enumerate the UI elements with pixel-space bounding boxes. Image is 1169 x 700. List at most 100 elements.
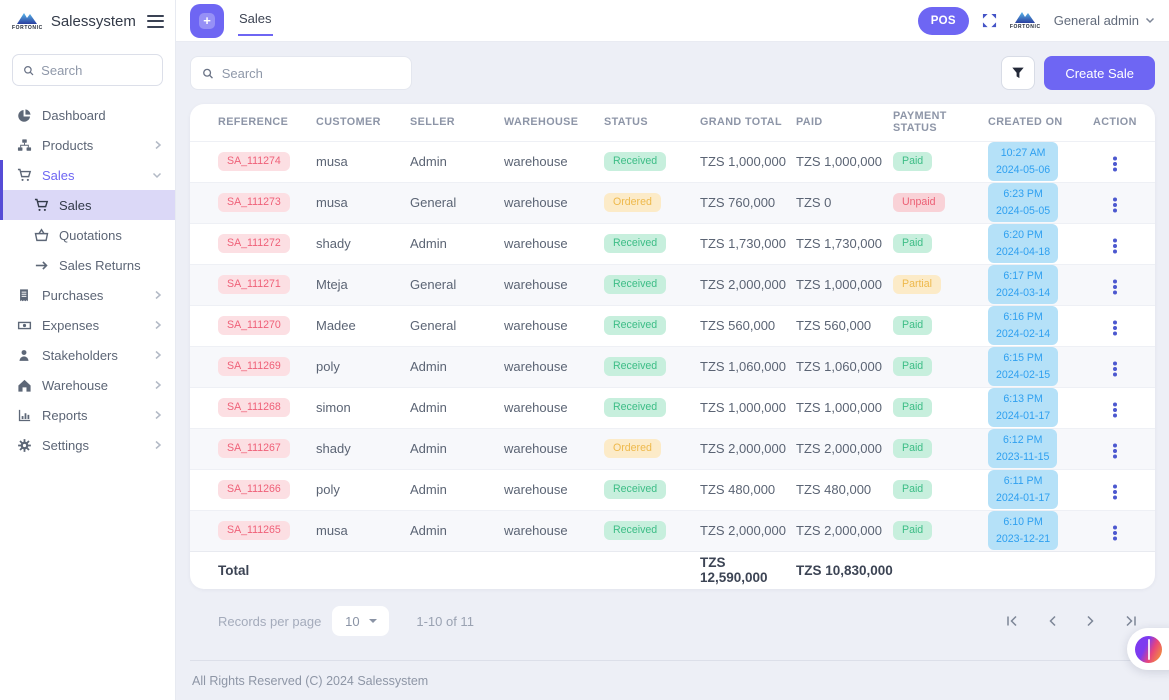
reference-badge[interactable]: SA_111274 <box>218 151 290 172</box>
chevron-right-icon <box>154 350 162 360</box>
sidebar-subitem-sales[interactable]: Sales <box>0 190 175 220</box>
chevron-right-icon <box>154 440 162 450</box>
row-actions-icon[interactable] <box>1113 449 1117 453</box>
paid-cell: TZS 1,000,000 <box>796 277 882 292</box>
first-page-icon[interactable] <box>1006 615 1019 627</box>
chevron-down-icon <box>1145 17 1155 24</box>
row-actions-icon[interactable] <box>1113 367 1117 371</box>
row-actions-icon[interactable] <box>1113 408 1117 412</box>
row-actions-icon[interactable] <box>1113 326 1117 330</box>
table-row: SA_111270 Madee General warehouse Receiv… <box>190 305 1155 346</box>
reference-badge[interactable]: SA_111265 <box>218 520 290 541</box>
row-actions-icon[interactable] <box>1113 203 1117 207</box>
app-title: Salessystem <box>50 12 136 30</box>
warehouse-cell: warehouse <box>504 523 568 538</box>
sidebar-search-input[interactable] <box>41 62 152 78</box>
sidebar-item-warehouse[interactable]: Warehouse <box>0 370 175 400</box>
seller-cell: Admin <box>410 523 447 538</box>
sidebar-item-purchases[interactable]: Purchases <box>0 280 175 310</box>
reference-badge[interactable]: SA_111269 <box>218 356 290 377</box>
user-menu[interactable]: General admin <box>1054 13 1155 28</box>
fullscreen-icon[interactable] <box>982 13 997 28</box>
row-actions-icon[interactable] <box>1113 531 1117 535</box>
status-badge: Received <box>604 479 667 500</box>
next-page-icon[interactable] <box>1086 615 1095 627</box>
sidebar-item-expenses[interactable]: Expenses <box>0 310 175 340</box>
created-on-badge: 6:12 PM 2023-11-15 <box>988 429 1058 468</box>
menu-toggle-icon[interactable] <box>144 12 167 31</box>
prev-page-icon[interactable] <box>1048 615 1057 627</box>
sidebar-search[interactable] <box>12 54 163 86</box>
table-toolbar: Create Sale <box>190 56 1155 90</box>
reference-badge[interactable]: SA_111273 <box>218 192 290 213</box>
seller-cell: General <box>410 195 457 210</box>
paid-cell: TZS 1,730,000 <box>796 236 882 251</box>
page-size-select[interactable]: 10 <box>332 606 390 636</box>
grand-total-cell: TZS 560,000 <box>700 318 776 333</box>
sales-table-card: REFERENCE CUSTOMER SELLER WAREHOUSE STAT… <box>190 104 1155 589</box>
row-actions-icon[interactable] <box>1113 285 1117 289</box>
customer-cell: musa <box>316 523 348 538</box>
table-search-input[interactable] <box>221 65 400 81</box>
col-grand-total: GRAND TOTAL <box>700 116 782 129</box>
row-actions-icon[interactable] <box>1113 490 1117 494</box>
grand-total-cell: TZS 1,730,000 <box>700 236 786 251</box>
paid-cell: TZS 1,060,000 <box>796 359 882 374</box>
customer-cell: musa <box>316 154 348 169</box>
table-row: SA_111266 poly Admin warehouse Received … <box>190 469 1155 510</box>
seller-cell: General <box>410 318 457 333</box>
sidebar-item-sales[interactable]: Sales <box>0 160 175 190</box>
seller-cell: Admin <box>410 400 447 415</box>
payment-status-badge: Paid <box>893 151 933 172</box>
row-actions-icon[interactable] <box>1113 244 1117 248</box>
row-actions-icon[interactable] <box>1113 162 1117 166</box>
table-header-row: REFERENCE CUSTOMER SELLER WAREHOUSE STAT… <box>190 104 1155 141</box>
content: Create Sale REFERENCE CUSTOMER SELLER WA… <box>176 42 1169 700</box>
filter-button[interactable] <box>1001 56 1036 90</box>
reference-badge[interactable]: SA_111268 <box>218 397 290 418</box>
topbar: + Sales POS FORTONIC General admin <box>176 0 1169 42</box>
brain-icon <box>1135 635 1162 663</box>
payment-status-badge: Paid <box>893 479 933 500</box>
chevron-right-icon <box>154 140 162 150</box>
reference-badge[interactable]: SA_111271 <box>218 274 290 295</box>
sidebar-item-settings[interactable]: Settings <box>0 430 175 460</box>
table-total-row: Total TZS 12,590,000 TZS 10,830,000 <box>190 551 1155 589</box>
home-icon <box>16 378 32 393</box>
gear-icon <box>16 438 32 453</box>
payment-status-badge: Paid <box>893 315 933 336</box>
customer-cell: poly <box>316 359 340 374</box>
col-reference: REFERENCE <box>218 116 289 129</box>
reference-badge[interactable]: SA_111272 <box>218 233 290 254</box>
sales-submenu: Sales Quotations Sales Returns <box>0 190 175 280</box>
sidebar-item-dashboard[interactable]: Dashboard <box>0 100 175 130</box>
paid-cell: TZS 1,000,000 <box>796 400 882 415</box>
sidebar-item-reports[interactable]: Reports <box>0 400 175 430</box>
reference-badge[interactable]: SA_111266 <box>218 479 290 500</box>
warehouse-cell: warehouse <box>504 154 568 169</box>
status-badge: Received <box>604 274 667 295</box>
reference-badge[interactable]: SA_111270 <box>218 315 290 336</box>
reference-badge[interactable]: SA_111267 <box>218 438 290 459</box>
chevron-right-icon <box>154 290 162 300</box>
pos-button[interactable]: POS <box>917 6 969 35</box>
sidebar-subitem-quotations[interactable]: Quotations <box>0 220 175 250</box>
created-on-badge: 6:16 PM 2024-02-14 <box>988 306 1059 345</box>
tab-sales[interactable]: Sales <box>238 5 273 36</box>
status-badge: Ordered <box>604 438 661 459</box>
customer-cell: Mteja <box>316 277 348 292</box>
funnel-icon <box>1012 67 1025 79</box>
sidebar-subitem-sales-returns[interactable]: Sales Returns <box>0 250 175 280</box>
create-sale-button[interactable]: Create Sale <box>1044 56 1155 90</box>
new-tab-button[interactable]: + <box>190 3 224 38</box>
seller-cell: Admin <box>410 154 447 169</box>
table-search[interactable] <box>190 56 412 90</box>
banknote-icon <box>16 318 32 333</box>
sidebar-item-stakeholders[interactable]: Stakeholders <box>0 340 175 370</box>
sidebar-item-products[interactable]: Products <box>0 130 175 160</box>
last-page-icon[interactable] <box>1124 615 1137 627</box>
ai-assistant-widget[interactable] <box>1127 628 1169 670</box>
fortonic-logo-icon: FORTONIC <box>1010 11 1041 30</box>
search-icon <box>24 65 34 75</box>
payment-status-badge: Paid <box>893 233 933 254</box>
